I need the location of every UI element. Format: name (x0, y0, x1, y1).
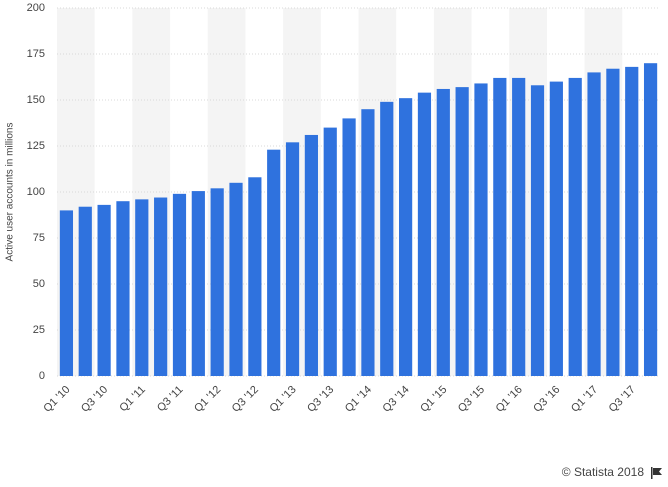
bar (549, 81, 563, 376)
bar (512, 77, 526, 377)
y-tick-label: 75 (33, 232, 45, 244)
bar (606, 68, 620, 376)
y-tick-label: 150 (27, 94, 45, 106)
y-tick-label: 25 (33, 324, 45, 336)
x-tick-label: Q1 '10 (41, 384, 72, 415)
x-tick-label: Q3 '10 (79, 384, 110, 415)
bar (229, 182, 243, 376)
x-tick-label: Q3 '13 (305, 384, 336, 415)
x-tick-label: Q3 '11 (155, 384, 186, 415)
bar (493, 77, 507, 377)
bar (135, 199, 149, 376)
bar (625, 66, 639, 376)
bar (323, 127, 337, 376)
bar (530, 85, 545, 376)
bar (568, 77, 582, 377)
y-tick-label: 50 (33, 278, 45, 290)
bar (116, 201, 130, 376)
bar (361, 109, 375, 376)
x-tick-label: Q1 '12 (192, 384, 223, 415)
x-tick-label: Q3 '16 (531, 384, 562, 415)
x-tick-label: Q3 '15 (456, 384, 487, 415)
bar (248, 177, 262, 376)
y-tick-label: 200 (27, 2, 45, 14)
bar (587, 72, 601, 377)
bar (455, 87, 469, 377)
x-tick-label: Q1 '14 (343, 384, 374, 415)
bar (380, 101, 394, 376)
credit: © Statista 2018 (562, 465, 645, 479)
x-tick-label: Q1 '17 (569, 384, 600, 415)
bar (210, 188, 224, 376)
bar (436, 88, 450, 377)
bar (304, 134, 318, 376)
bar (59, 210, 74, 376)
x-tick-label: Q3 '17 (607, 384, 638, 415)
x-tick-label: Q3 '14 (381, 384, 412, 415)
y-tick-label: 175 (27, 48, 45, 60)
bar (342, 118, 356, 377)
bar (285, 142, 300, 376)
bar (643, 63, 658, 376)
x-tick-label: Q1 '11 (117, 384, 148, 415)
y-tick-label: 100 (27, 186, 45, 198)
y-tick-label: 125 (27, 140, 45, 152)
x-tick-label: Q1 '13 (268, 384, 299, 415)
y-tick-label: 0 (39, 370, 45, 382)
bar (399, 98, 413, 376)
x-tick-label: Q1 '16 (494, 384, 525, 415)
bar (474, 83, 488, 376)
bar (417, 92, 432, 376)
flag-icon (651, 467, 662, 479)
bar (78, 206, 92, 376)
bar (172, 193, 187, 376)
bar (191, 191, 205, 376)
y-axis-title: Active user accounts in millions (5, 123, 16, 262)
bar (97, 204, 111, 376)
bar (267, 149, 281, 376)
x-tick-label: Q3 '12 (230, 384, 261, 415)
bar (154, 197, 168, 376)
x-tick-label: Q1 '15 (418, 384, 449, 415)
